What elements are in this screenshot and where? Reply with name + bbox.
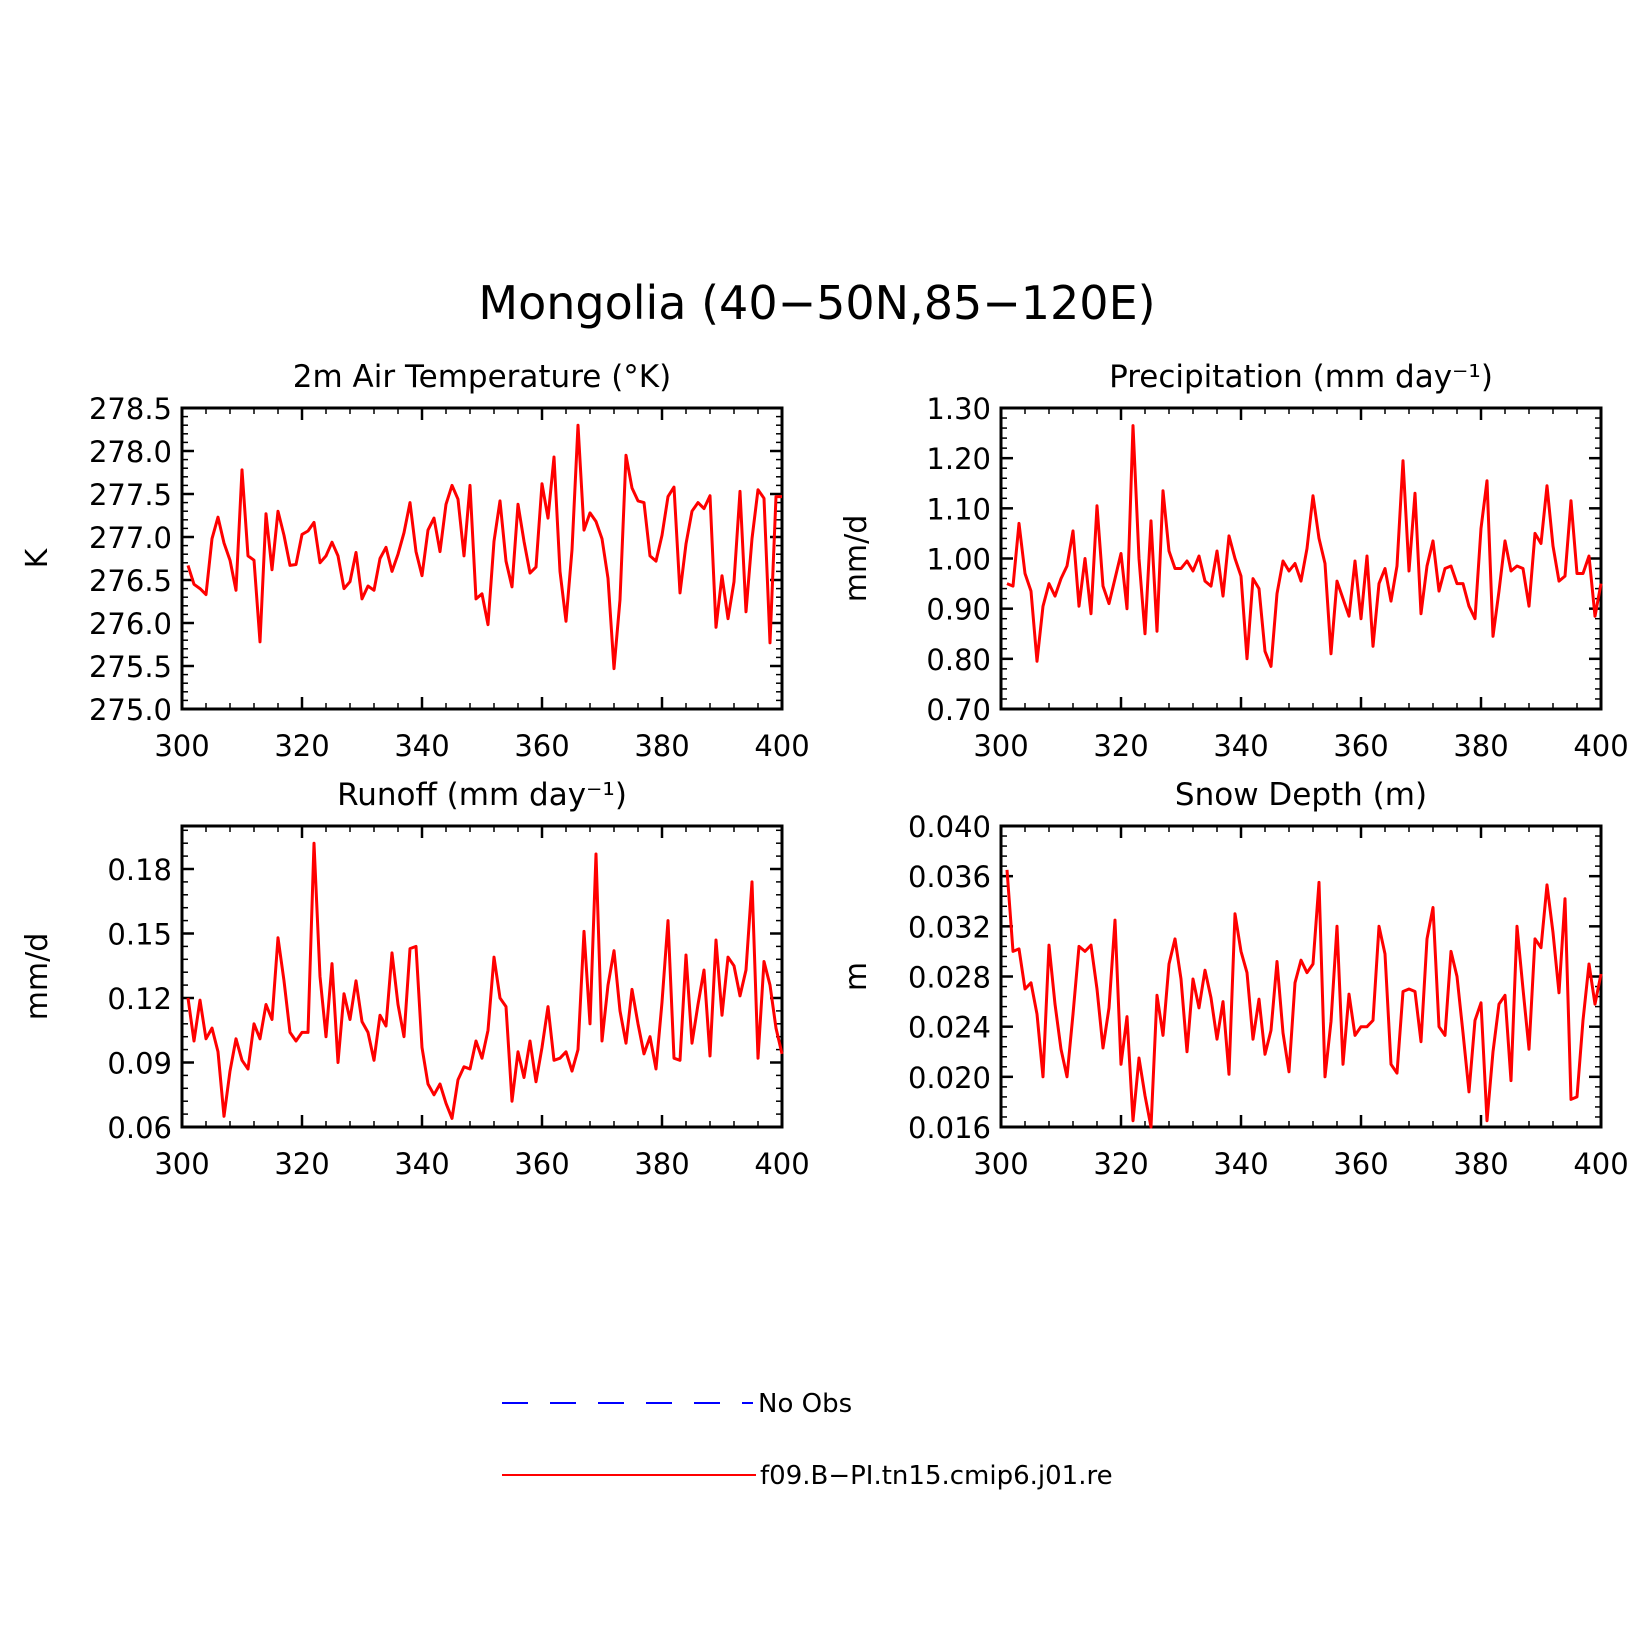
runoff-xtick-label: 380 bbox=[634, 1147, 689, 1181]
air-temperature-ytick-label: 278.5 bbox=[89, 392, 172, 426]
precipitation-ytick-label: 0.70 bbox=[926, 693, 991, 727]
runoff-ytick-label: 0.18 bbox=[107, 853, 172, 887]
air-temperature-xtick-label: 300 bbox=[154, 729, 209, 763]
legend-model-label: f09.B−PI.tn15.cmip6.j01.re bbox=[760, 1461, 1113, 1491]
snow-depth-ytick-label: 0.016 bbox=[908, 1111, 991, 1145]
precipitation-ylabel: mm/d bbox=[839, 515, 874, 603]
air-temperature-xtick-label: 320 bbox=[274, 729, 329, 763]
snow-depth-ytick-label: 0.024 bbox=[908, 1011, 991, 1045]
precipitation-xtick-label: 300 bbox=[973, 729, 1028, 763]
snow-depth-ytick-label: 0.020 bbox=[908, 1061, 991, 1095]
air-temperature-ytick-label: 276.5 bbox=[89, 564, 172, 598]
air-temperature-ytick-label: 276.0 bbox=[89, 607, 172, 641]
air-temperature-ytick-label: 278.0 bbox=[89, 435, 172, 469]
snow-depth-ylabel: m bbox=[839, 962, 874, 991]
snow-depth-ytick-label: 0.028 bbox=[908, 961, 991, 995]
legend: No Obs f09.B−PI.tn15.cmip6.j01.re bbox=[502, 1389, 1113, 1491]
runoff-xtick-label: 320 bbox=[274, 1147, 329, 1181]
panel-precipitation: Precipitation (mm day⁻¹) mm/d 300 320 340 360… bbox=[839, 359, 1629, 763]
runoff-ytick-label: 0.09 bbox=[107, 1047, 172, 1081]
snow-depth-xtick-label: 360 bbox=[1333, 1147, 1388, 1181]
precipitation-plot-frame bbox=[999, 406, 1603, 711]
runoff-xtick-label: 360 bbox=[514, 1147, 569, 1181]
snow-depth-xtick-label: 380 bbox=[1453, 1147, 1508, 1181]
runoff-series-line bbox=[186, 841, 784, 1120]
air-temperature-ytick-label: 277.5 bbox=[89, 478, 172, 512]
panel-air-temperature: 2m Air Temperature (°K) K 300 320 340 360 380 4… bbox=[20, 359, 810, 763]
snow-depth-ytick-label: 0.036 bbox=[908, 860, 991, 894]
precipitation-ytick-label: 1.30 bbox=[926, 392, 991, 426]
precipitation-title: Precipitation (mm day⁻¹) bbox=[1109, 359, 1493, 395]
precipitation-xtick-label: 400 bbox=[1573, 729, 1628, 763]
panel-runoff: Runoff (mm day⁻¹) mm/d 300 320 340 360 380 400 0… bbox=[20, 777, 810, 1181]
air-temperature-series-line bbox=[186, 423, 782, 671]
air-temperature-xtick-label: 360 bbox=[514, 729, 569, 763]
precipitation-xtick-label: 340 bbox=[1213, 729, 1268, 763]
snow-depth-xtick-label: 300 bbox=[973, 1147, 1028, 1181]
air-temperature-title: 2m Air Temperature (°K) bbox=[293, 359, 671, 395]
precipitation-ytick-label: 1.10 bbox=[926, 492, 991, 526]
runoff-xtick-label: 340 bbox=[394, 1147, 449, 1181]
precipitation-series-line bbox=[1006, 424, 1603, 668]
runoff-ytick-label: 0.12 bbox=[107, 982, 172, 1016]
air-temperature-ytick-label: 275.0 bbox=[89, 693, 172, 727]
snow-depth-ytick-label: 0.032 bbox=[908, 910, 991, 944]
snow-depth-xtick-label: 340 bbox=[1213, 1147, 1268, 1181]
snow-depth-xtick-label: 320 bbox=[1093, 1147, 1148, 1181]
air-temperature-ytick-label: 275.5 bbox=[89, 650, 172, 684]
precipitation-xtick-label: 380 bbox=[1453, 729, 1508, 763]
air-temperature-xtick-label: 380 bbox=[634, 729, 689, 763]
runoff-ylabel: mm/d bbox=[20, 933, 55, 1021]
runoff-plot-frame bbox=[180, 824, 784, 1129]
runoff-ytick-label: 0.06 bbox=[107, 1111, 172, 1145]
precipitation-xtick-label: 360 bbox=[1333, 729, 1388, 763]
air-temperature-xtick-label: 400 bbox=[754, 729, 809, 763]
snow-depth-xtick-label: 400 bbox=[1573, 1147, 1628, 1181]
air-temperature-plot-frame bbox=[180, 406, 784, 711]
runoff-xtick-label: 300 bbox=[154, 1147, 209, 1181]
precipitation-ytick-label: 0.90 bbox=[926, 593, 991, 627]
precipitation-ytick-label: 1.20 bbox=[926, 442, 991, 476]
snow-depth-ytick-label: 0.040 bbox=[908, 810, 991, 844]
runoff-title: Runoff (mm day⁻¹) bbox=[337, 777, 627, 813]
figure-title: Mongolia (40−50N,85−120E) bbox=[478, 276, 1155, 330]
panel-snow-depth: Snow Depth (m) m 300 320 340 360 380 400 0.016 0.… bbox=[839, 777, 1629, 1181]
snow-depth-title: Snow Depth (m) bbox=[1175, 777, 1427, 813]
legend-no-obs-label: No Obs bbox=[758, 1389, 852, 1419]
runoff-xtick-label: 400 bbox=[754, 1147, 809, 1181]
precipitation-xtick-label: 320 bbox=[1093, 729, 1148, 763]
air-temperature-ytick-label: 277.0 bbox=[89, 521, 172, 555]
runoff-ytick-label: 0.15 bbox=[107, 918, 172, 952]
snow-depth-series-line bbox=[1005, 869, 1603, 1129]
air-temperature-ylabel: K bbox=[20, 547, 55, 568]
precipitation-ytick-label: 0.80 bbox=[926, 643, 991, 677]
air-temperature-xtick-label: 340 bbox=[394, 729, 449, 763]
precipitation-ytick-label: 1.00 bbox=[926, 543, 991, 577]
